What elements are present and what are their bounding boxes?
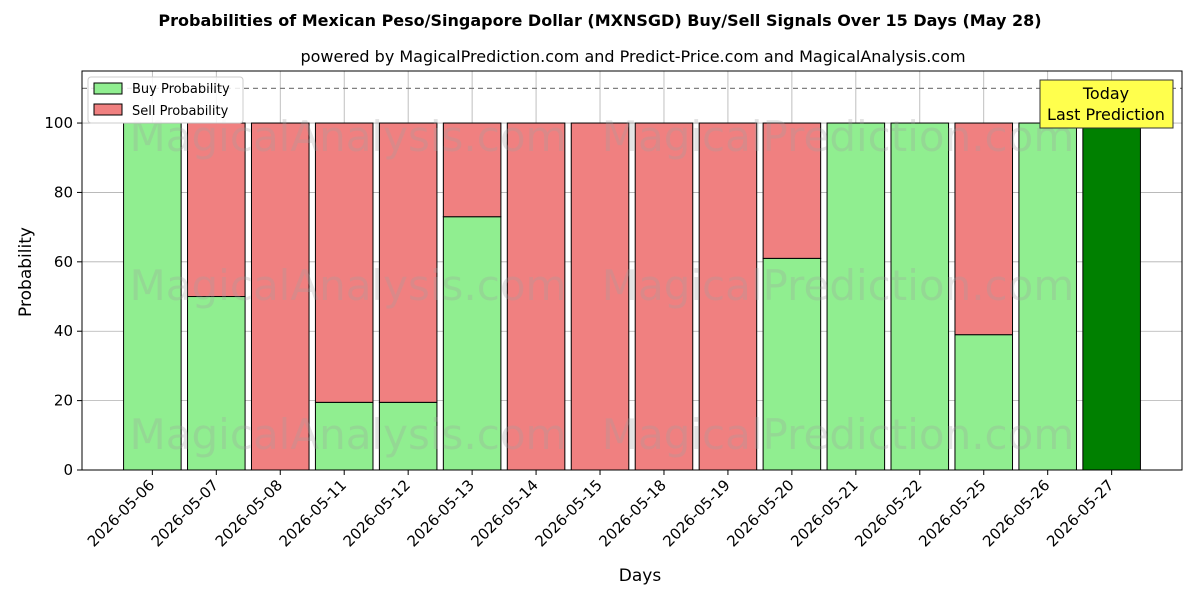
bar-sell <box>698 122 758 471</box>
x-tick-label: 2026-05-27 <box>1043 476 1117 550</box>
x-tick-label: 2026-05-18 <box>595 476 669 550</box>
y-axis-label: Probability <box>16 227 36 317</box>
watermark-text: MagicalAnalysis.com <box>130 410 567 459</box>
x-tick-label: 2026-05-21 <box>787 476 861 550</box>
watermarks: MagicalAnalysis.com MagicalPrediction.com… <box>130 112 1075 459</box>
x-tick-label: 2026-05-19 <box>659 476 733 550</box>
y-tick-label: 100 <box>44 114 73 132</box>
x-tick-label: 2026-05-14 <box>468 476 542 550</box>
y-tick-label: 80 <box>54 183 73 201</box>
bar-buy <box>954 334 1014 471</box>
x-tick-label: 2026-05-25 <box>915 476 989 550</box>
bar-sell <box>442 122 502 218</box>
legend-buy-swatch <box>93 82 123 95</box>
today-annotation-line2: Last Prediction <box>1047 105 1165 124</box>
x-tick-label: 2026-05-08 <box>212 476 286 550</box>
bar-buy <box>826 122 886 471</box>
bar-buy <box>762 257 822 471</box>
y-tick-label: 40 <box>54 322 73 340</box>
chart-title: Probabilities of Mexican Peso/Singapore … <box>158 11 1041 30</box>
x-tick-label: 2026-05-07 <box>148 476 222 550</box>
bar-sell <box>954 122 1014 336</box>
bar-buy <box>442 216 502 471</box>
x-tick-label: 2026-05-20 <box>723 476 797 550</box>
x-axis-ticks: 2026-05-062026-05-072026-05-082026-05-11… <box>84 470 1117 550</box>
legend-frame <box>87 76 244 124</box>
legend-sell-label: Sell Probability <box>132 104 229 119</box>
bars <box>123 122 1141 471</box>
y-axis-ticks: 0 20 40 60 80 100 <box>44 114 82 479</box>
bar-buy <box>314 401 374 471</box>
chart-subtitle: powered by MagicalPrediction.com and Pre… <box>300 47 965 66</box>
x-axis-label: Days <box>619 566 662 586</box>
bar-buy <box>1018 122 1077 471</box>
x-tick-label: 2026-05-15 <box>531 476 605 550</box>
x-tick-label: 2026-05-22 <box>851 476 925 550</box>
bar-buy <box>890 122 950 471</box>
y-tick-label: 0 <box>63 461 73 479</box>
legend-sell-swatch <box>93 103 123 116</box>
bar-buy <box>378 401 438 471</box>
bar-buy <box>1082 122 1141 471</box>
bar-sell <box>314 122 374 403</box>
legend: Buy Probability Sell Probability <box>87 76 244 124</box>
watermark-text: MagicalPrediction.com <box>602 112 1075 161</box>
watermark-text: MagicalPrediction.com <box>602 410 1075 459</box>
x-tick-label: 2026-05-11 <box>276 476 350 550</box>
plot-frame <box>81 70 1183 471</box>
x-tick-label: 2026-05-26 <box>979 476 1053 550</box>
bar-sell <box>187 122 246 298</box>
bar-sell <box>634 122 694 471</box>
y-tick-label: 20 <box>54 392 73 410</box>
today-annotation-box <box>1039 79 1174 129</box>
x-tick-label: 2026-05-06 <box>84 476 158 550</box>
today-annotation: Today Last Prediction <box>1039 79 1174 129</box>
legend-buy-label: Buy Probability <box>132 82 230 97</box>
today-annotation-line1: Today <box>1082 84 1129 103</box>
x-tick-label: 2026-05-13 <box>404 476 478 550</box>
bar-sell <box>250 122 310 471</box>
y-tick-label: 60 <box>54 253 73 271</box>
bar-sell <box>570 122 630 471</box>
bar-sell <box>762 122 822 259</box>
x-tick-label: 2026-05-12 <box>340 476 414 550</box>
watermark-text: MagicalPrediction.com <box>602 261 1075 310</box>
bar-sell <box>378 122 438 403</box>
watermark-text: MagicalAnalysis.com <box>130 261 567 310</box>
bar-sell <box>506 122 566 471</box>
